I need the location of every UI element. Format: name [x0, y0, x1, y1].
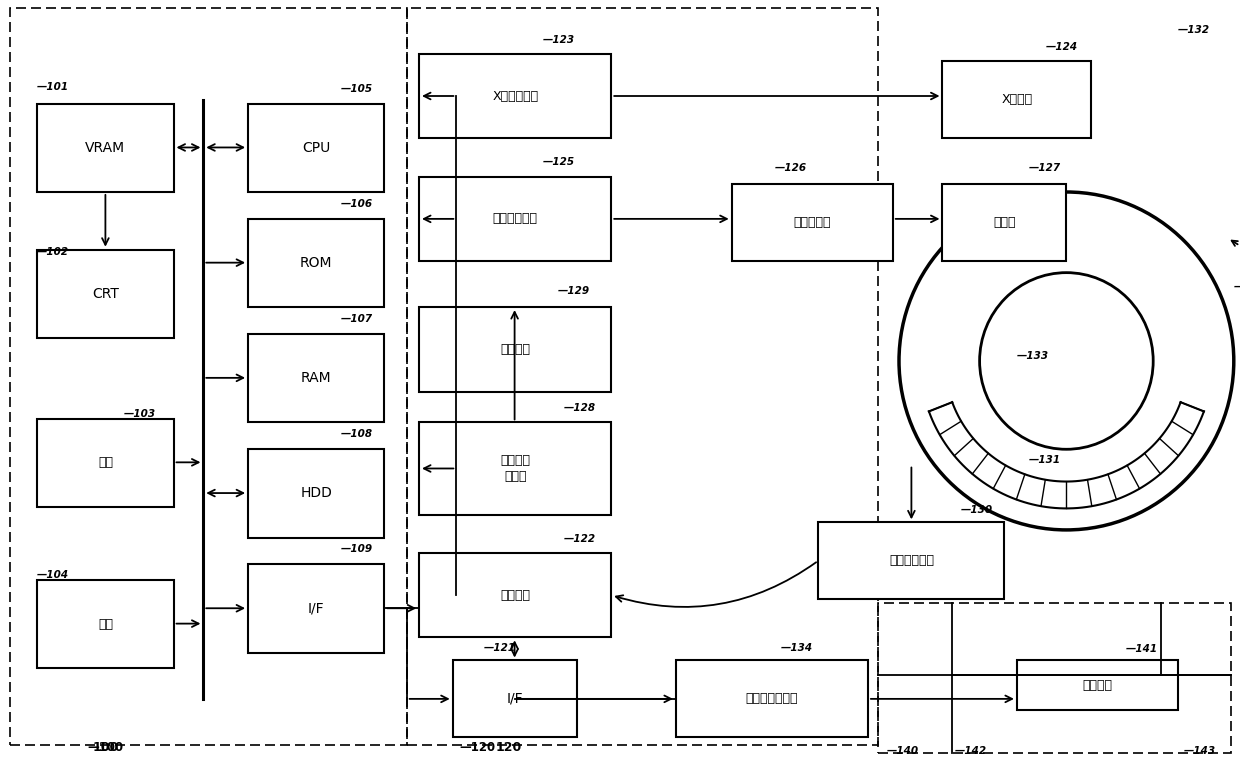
- Bar: [818, 522, 1004, 599]
- Text: 旋转电机
控制器: 旋转电机 控制器: [500, 454, 531, 483]
- Text: —122: —122: [564, 534, 596, 544]
- Text: X射线控制器: X射线控制器: [492, 90, 538, 102]
- Text: —123: —123: [543, 35, 575, 45]
- Text: CRT: CRT: [92, 286, 119, 301]
- Text: —102: —102: [37, 247, 69, 257]
- Bar: [248, 219, 384, 307]
- Text: —142: —142: [955, 746, 987, 756]
- Text: 鼠标: 鼠标: [98, 617, 113, 631]
- Text: —128: —128: [564, 403, 596, 413]
- Text: 顶板电机: 顶板电机: [1083, 679, 1112, 692]
- Text: 键盘: 键盘: [98, 456, 113, 469]
- Text: RAM: RAM: [301, 371, 331, 386]
- Text: —109: —109: [341, 545, 373, 554]
- Text: —106: —106: [341, 199, 373, 209]
- Text: HDD: HDD: [300, 486, 332, 501]
- Bar: [878, 603, 1231, 753]
- Text: —133: —133: [1017, 351, 1049, 361]
- Bar: [37, 104, 174, 192]
- Bar: [419, 422, 611, 515]
- Text: —107: —107: [341, 314, 373, 324]
- Bar: [248, 104, 384, 192]
- Text: —131: —131: [1029, 455, 1061, 465]
- Text: —100: —100: [87, 741, 124, 754]
- Bar: [419, 307, 611, 392]
- Bar: [10, 8, 407, 745]
- Text: X射线管: X射线管: [1001, 94, 1033, 106]
- Bar: [453, 660, 577, 737]
- Text: I/F: I/F: [308, 601, 325, 616]
- Text: 数据收集部分: 数据收集部分: [889, 554, 934, 567]
- Text: —129: —129: [558, 286, 590, 296]
- Bar: [37, 419, 174, 507]
- Text: 120: 120: [495, 741, 522, 754]
- Text: —103: —103: [124, 409, 156, 419]
- Text: —108: —108: [341, 429, 373, 439]
- Bar: [942, 61, 1091, 138]
- Text: —104: —104: [37, 570, 69, 580]
- Text: —125: —125: [543, 157, 575, 167]
- Text: —135: —135: [1234, 282, 1240, 292]
- Bar: [732, 184, 893, 261]
- Bar: [419, 54, 611, 138]
- Bar: [1017, 660, 1178, 710]
- Text: —143: —143: [1184, 746, 1216, 756]
- Text: —130: —130: [961, 505, 993, 515]
- Text: VRAM: VRAM: [86, 141, 125, 155]
- Bar: [248, 564, 384, 653]
- Text: 100: 100: [92, 741, 119, 754]
- Text: ROM: ROM: [300, 256, 332, 270]
- Bar: [942, 184, 1066, 261]
- Text: —126: —126: [775, 163, 807, 173]
- Text: 准直仪控制器: 准直仪控制器: [492, 213, 538, 225]
- Bar: [419, 553, 611, 637]
- Text: 旋转电机: 旋转电机: [500, 343, 531, 356]
- Bar: [419, 177, 611, 261]
- Bar: [407, 8, 878, 745]
- Text: —141: —141: [1126, 644, 1158, 654]
- Text: 顶板电机控制器: 顶板电机控制器: [745, 693, 799, 705]
- Text: —101: —101: [37, 82, 69, 92]
- Text: —134: —134: [781, 643, 813, 653]
- Text: —127: —127: [1029, 163, 1061, 173]
- Text: —140: —140: [887, 746, 919, 756]
- Bar: [248, 449, 384, 538]
- Text: CPU: CPU: [303, 141, 330, 155]
- Text: —121: —121: [484, 643, 516, 653]
- Text: I/F: I/F: [506, 692, 523, 706]
- Text: 准直仪: 准直仪: [993, 217, 1016, 229]
- Text: 准直仪电机: 准直仪电机: [794, 217, 831, 229]
- Text: —124: —124: [1045, 42, 1078, 52]
- Text: —105: —105: [341, 84, 373, 94]
- Text: —132: —132: [1178, 25, 1210, 35]
- Text: —120: —120: [459, 741, 496, 754]
- Bar: [248, 334, 384, 422]
- Bar: [37, 580, 174, 668]
- Text: 主控制器: 主控制器: [500, 589, 531, 601]
- Bar: [37, 250, 174, 338]
- Bar: [676, 660, 868, 737]
